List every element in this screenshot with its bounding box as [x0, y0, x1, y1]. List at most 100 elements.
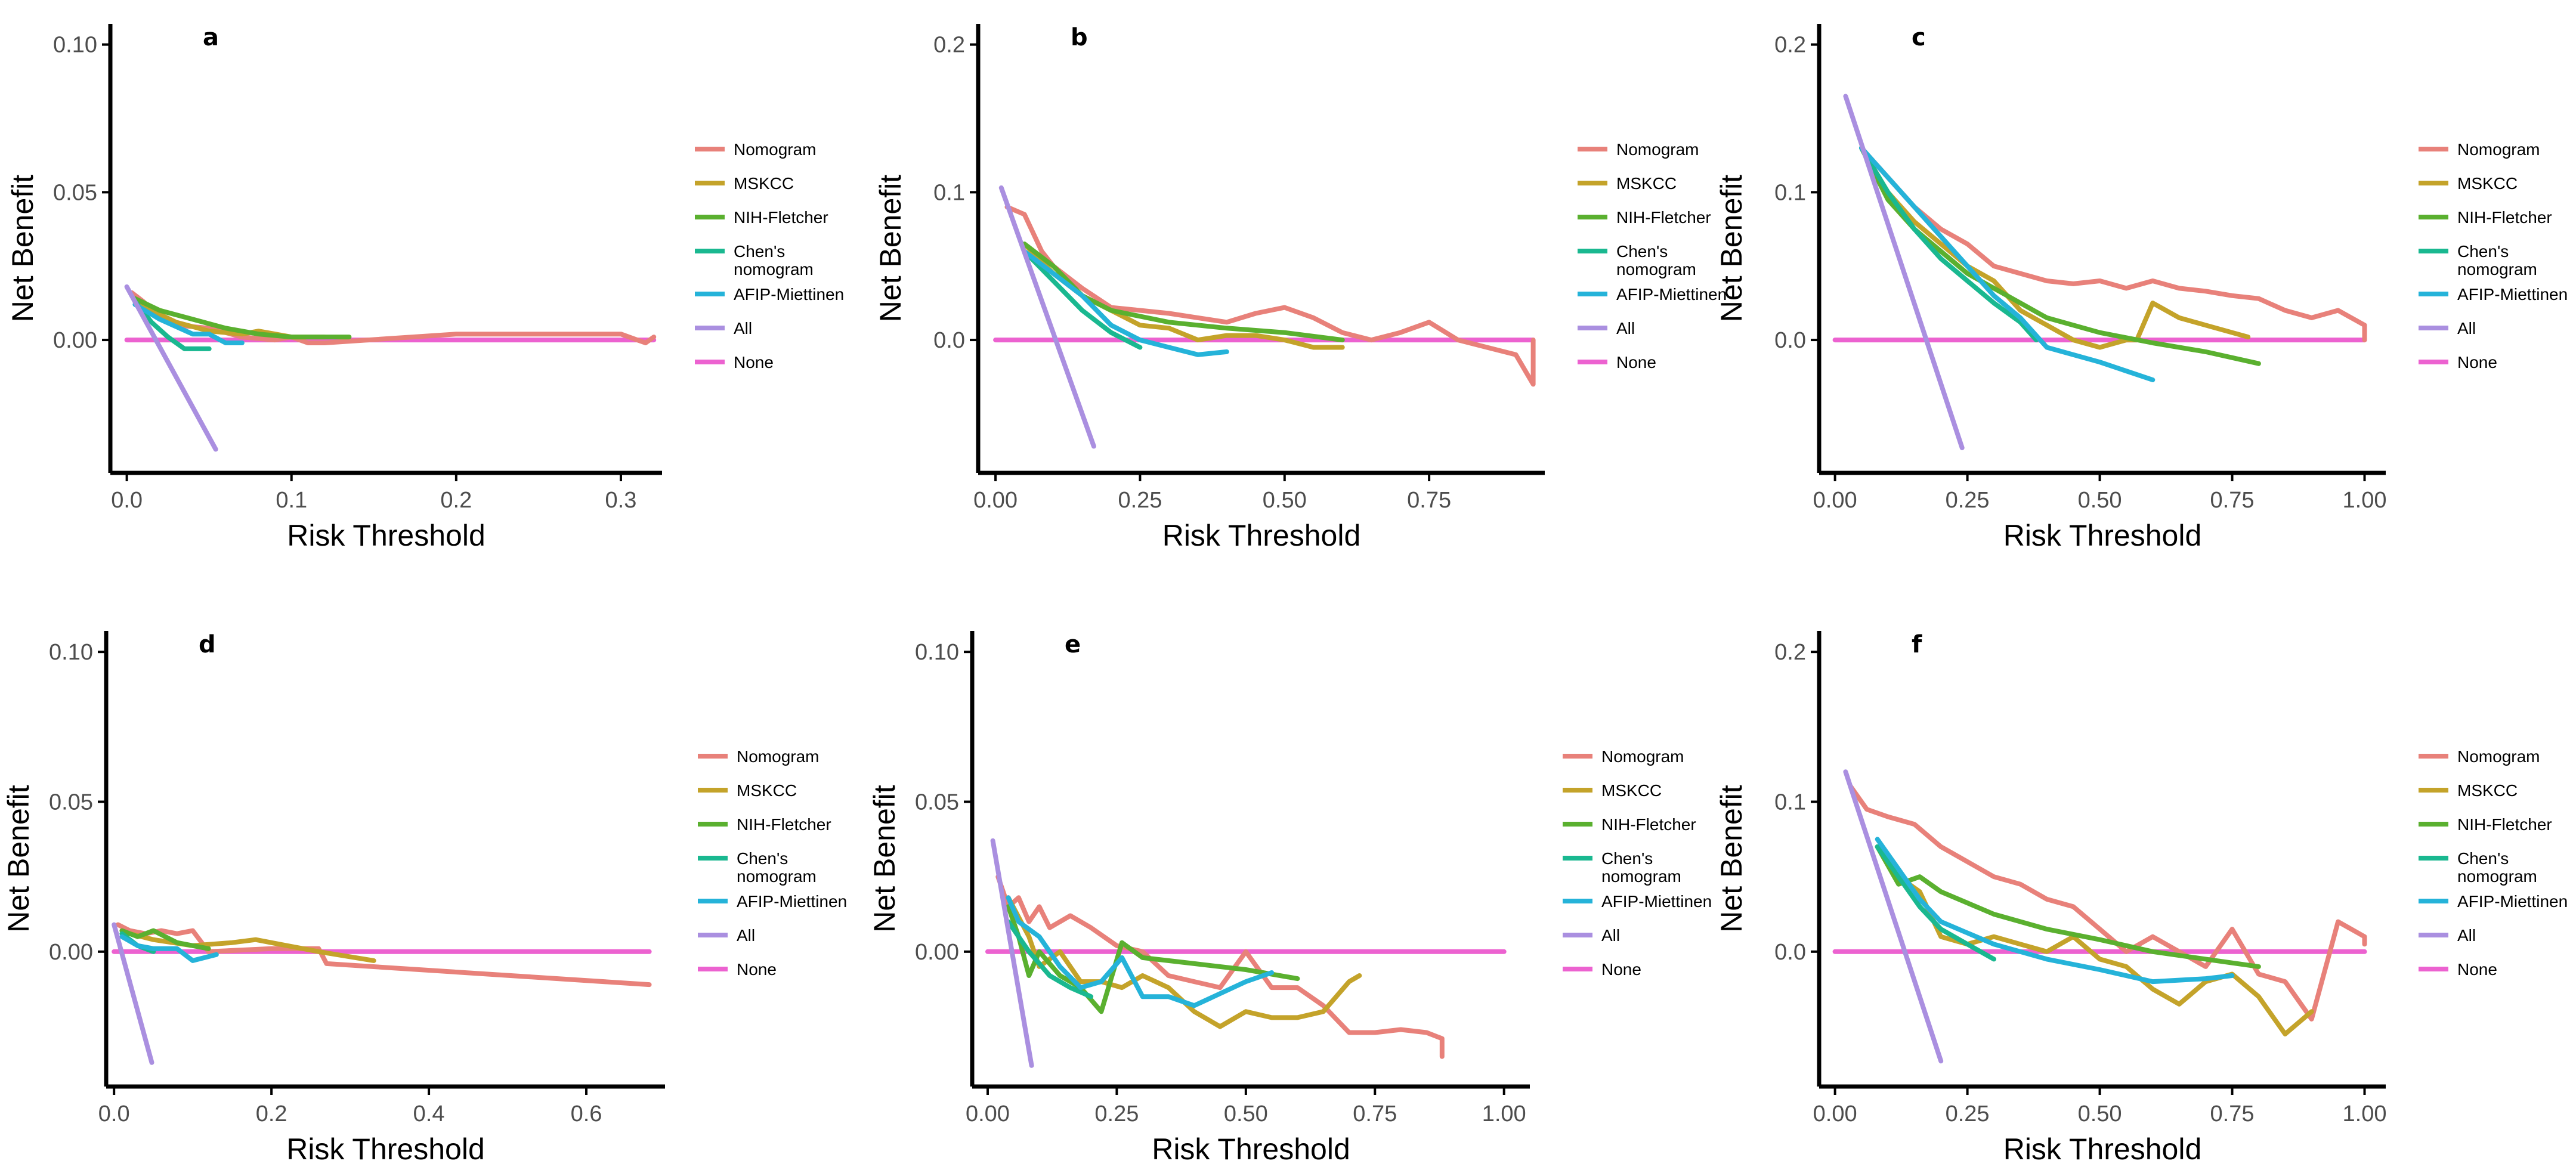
x-tick-label: 0.3 [605, 488, 637, 513]
y-tick-label: 0.10 [53, 33, 97, 58]
x-tick-label: 0.0 [111, 488, 143, 513]
legend-label: MSKCC [2457, 174, 2518, 193]
panel-letter: d [199, 631, 216, 658]
y-tick-label: 0.05 [49, 790, 93, 815]
x-tick-label: 0.75 [2210, 1101, 2255, 1126]
x-tick-label: 0.0 [98, 1101, 130, 1126]
y-tick-label: 0.1 [1774, 790, 1806, 815]
legend-label: NIH-Fletcher [737, 815, 831, 834]
panel-a: 0.0 0.1 0.2 0.3 0.00 0.05 0.10 Risk Threshold Ne… [6, 24, 844, 552]
y-tick-label: 0.00 [49, 940, 93, 965]
series-line-chen-s-nomogram [1859, 146, 2039, 343]
legend-label: NIH-Fletcher [2457, 815, 2552, 834]
y-axis-title: Net Benefit [2, 785, 35, 932]
y-tick-label: 0.00 [53, 328, 97, 353]
legend-label-line2: nomogram [734, 260, 814, 278]
y-tick-label: 0.05 [915, 790, 959, 815]
y-axis-title: Net Benefit [6, 175, 39, 322]
series-line-nih-fletcher [132, 296, 352, 340]
y-tick-label: 0.0 [1774, 328, 1806, 353]
legend-label: Nomogram [737, 747, 819, 766]
legend-label: None [737, 960, 777, 979]
legend-label: None [2457, 353, 2497, 372]
series-line-chen-s-nomogram [1875, 844, 1996, 962]
series-line-nomogram [115, 922, 652, 988]
x-tick-label: 0.6 [571, 1101, 602, 1126]
panel-letter: e [1065, 631, 1081, 658]
legend-label: Nomogram [2457, 747, 2540, 766]
x-axis-title: Risk Threshold [2003, 519, 2202, 552]
panel-letter: a [203, 24, 219, 51]
legend-label: AFIP-Miettinen [1601, 892, 1712, 911]
series-line-nomogram [1848, 784, 2367, 1022]
series-line-mskcc [1859, 146, 2251, 350]
legend-label-line2: nomogram [1616, 260, 1696, 278]
x-tick-label: 0.2 [440, 488, 472, 513]
x-tick-label: 1.00 [2343, 1101, 2387, 1126]
series-line-nomogram [1004, 205, 1536, 387]
y-axis-title: Net Benefit [1715, 785, 1748, 932]
legend-label: MSKCC [1601, 781, 1662, 800]
series-line-all [1843, 94, 1965, 450]
x-axis-title: Risk Threshold [2003, 1132, 2202, 1166]
x-tick-label: 0.2 [256, 1101, 287, 1126]
series-line-all [990, 838, 1034, 1068]
y-tick-label: 0.00 [915, 940, 959, 965]
x-tick-label: 0.50 [2078, 1101, 2122, 1126]
legend-label-line2: nomogram [1601, 867, 1681, 886]
legend-label-line2: nomogram [2457, 867, 2537, 886]
legend-label: None [1601, 960, 1641, 979]
series-line-all [112, 922, 154, 1065]
series-line-nomogram [1859, 146, 2367, 343]
legend-label: None [2457, 960, 2497, 979]
x-tick-label: 0.25 [1946, 1101, 1990, 1126]
legend-label: Nomogram [1616, 140, 1699, 159]
series-line-chen-s-nomogram [1006, 919, 1094, 999]
legend-label: Chen's [1616, 242, 1668, 261]
legend-label: AFIP-Miettinen [2457, 892, 2568, 911]
y-tick-label: 0.2 [933, 33, 965, 58]
legend-label: MSKCC [2457, 781, 2518, 800]
legend-label: MSKCC [1616, 174, 1677, 193]
y-tick-label: 0.1 [1774, 180, 1806, 205]
series-line-nih-fletcher [1022, 242, 1345, 343]
series-line-all [1843, 769, 1944, 1064]
y-axis-title: Net Benefit [868, 785, 901, 932]
legend-label: AFIP-Miettinen [737, 892, 847, 911]
series-line-afip-miettinen [119, 934, 219, 963]
legend-label: AFIP-Miettinen [1616, 285, 1727, 304]
legend-label-line2: nomogram [737, 867, 817, 886]
series-line-afip-miettinen [1006, 895, 1275, 1008]
legend-label: All [2457, 926, 2476, 945]
legend-label: All [1601, 926, 1620, 945]
legend-label: None [734, 353, 774, 372]
y-tick-label: 0.2 [1774, 33, 1806, 58]
x-tick-label: 0.4 [413, 1101, 445, 1126]
x-tick-label: 0.25 [1094, 1101, 1139, 1126]
x-tick-label: 0.75 [1407, 488, 1451, 513]
legend-label: All [2457, 319, 2476, 338]
series-line-all [998, 185, 1096, 449]
series-line-all [124, 284, 218, 452]
y-tick-label: 0.10 [49, 640, 93, 665]
y-tick-label: 0.05 [53, 180, 97, 205]
x-tick-label: 0.75 [1353, 1101, 1397, 1126]
y-axis-title: Net Benefit [1715, 175, 1748, 322]
series-line-afip-miettinen [1859, 146, 2156, 382]
x-tick-label: 0.00 [1813, 1101, 1857, 1126]
series-line-nomogram [995, 874, 1445, 1059]
x-tick-label: 0.25 [1946, 488, 1990, 513]
panel-f: 0.00 0.25 0.50 0.75 1.00 0.0 0.1 0.2 Risk Thresh… [1715, 631, 2568, 1166]
series-line-afip-miettinen [1022, 249, 1229, 357]
x-axis-title: Risk Threshold [1152, 1132, 1350, 1166]
legend-label: Chen's [734, 242, 785, 261]
legend-label: All [1616, 319, 1635, 338]
x-tick-label: 1.00 [2343, 488, 2387, 513]
series-line-chen-s-nomogram [1022, 249, 1143, 350]
panel-d: 0.0 0.2 0.4 0.6 0.00 0.05 0.10 Risk Threshold Ne… [2, 631, 847, 1166]
